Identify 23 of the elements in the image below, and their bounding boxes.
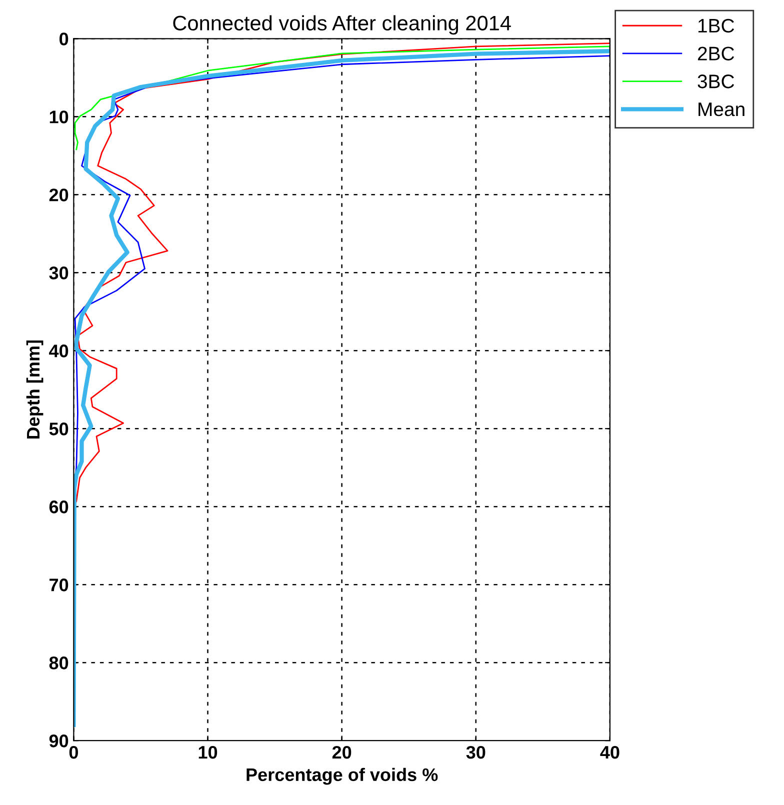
y-axis-title: Depth [mm]	[26, 340, 44, 439]
y-tick-label: 50	[49, 422, 68, 436]
line-series	[74, 46, 610, 150]
x-tick-label: 40	[600, 746, 620, 759]
x-tick-label: 0	[69, 746, 78, 759]
legend-label: 3BC	[698, 74, 734, 88]
x-tick-label: 20	[332, 746, 352, 759]
y-tick-label: 80	[49, 656, 68, 670]
y-tick-label: 40	[49, 344, 68, 358]
legend-label: 1BC	[698, 18, 734, 33]
y-tick-label: 70	[50, 578, 68, 592]
chart-title: Connected voids After cleaning 2014	[173, 15, 511, 35]
x-tick-label: 30	[466, 746, 486, 759]
x-axis-title: Percentage of voids %	[246, 768, 438, 785]
y-tick-label: 0	[60, 32, 68, 46]
y-tick-label: 30	[49, 266, 68, 280]
y-tick-label: 90	[49, 734, 68, 748]
y-tick-label: 10	[50, 110, 68, 124]
x-tick-label: 10	[198, 746, 218, 759]
legend-label: 2BC	[698, 46, 734, 60]
y-tick-label: 60	[49, 500, 68, 514]
legend-label: Mean	[698, 102, 744, 116]
y-tick-label: 20	[49, 188, 68, 202]
